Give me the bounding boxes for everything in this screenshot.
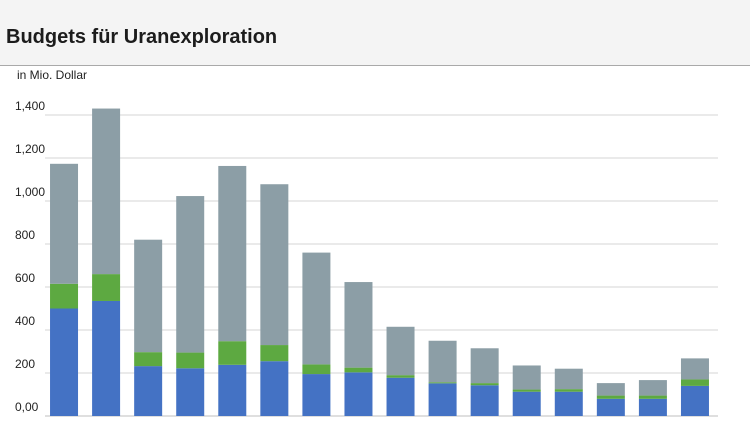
bar-segment-series-2	[596, 395, 625, 399]
bar-segment-series-3	[134, 239, 163, 353]
chart-title: Budgets für Uranexploration	[6, 26, 278, 48]
bar-segment-series-2	[554, 389, 583, 392]
bar-segment-series-1	[260, 361, 289, 416]
bar-segment-series-3	[50, 163, 79, 284]
bar-segment-series-3	[470, 348, 499, 384]
bar-segment-series-2	[428, 382, 457, 384]
bar-segment-series-3	[260, 184, 289, 346]
bar-segment-series-3	[512, 365, 541, 390]
bar-segment-series-2	[260, 345, 289, 362]
y-tick-label: 800	[15, 228, 35, 242]
bar-segment-series-1	[92, 300, 121, 416]
bar-segment-series-2	[470, 383, 499, 386]
y-tick-label: 400	[15, 314, 35, 328]
unit-label: in Mio. Dollar	[17, 68, 88, 82]
bar-segment-series-3	[302, 252, 331, 365]
bar-segment-series-1	[176, 368, 205, 416]
bar-segment-series-1	[428, 383, 457, 416]
bar-segment-series-1	[50, 308, 79, 416]
bar-segment-series-1	[680, 385, 709, 416]
bar-segment-series-2	[92, 274, 121, 301]
bar-segment-series-3	[428, 340, 457, 383]
bar-segment-series-3	[386, 326, 415, 376]
bar-series	[50, 108, 709, 416]
bar-segment-series-1	[386, 377, 415, 416]
bar-segment-series-2	[302, 364, 331, 375]
bar-segment-series-1	[554, 391, 583, 416]
bar-segment-series-2	[218, 341, 247, 365]
bar-segment-series-2	[638, 395, 667, 399]
bar-segment-series-3	[344, 282, 373, 368]
bar-segment-series-1	[344, 372, 373, 416]
bar-segment-series-3	[92, 108, 121, 275]
y-tick-label: 0,00	[15, 400, 39, 414]
y-tick-label: 1,400	[15, 99, 45, 113]
bar-segment-series-3	[680, 358, 709, 380]
bar-segment-series-3	[638, 380, 667, 396]
bar-segment-series-1	[638, 398, 667, 416]
bar-segment-series-2	[50, 283, 79, 309]
bar-segment-series-3	[176, 196, 205, 353]
bar-segment-series-2	[680, 379, 709, 386]
bar-segment-series-3	[596, 383, 625, 396]
bar-segment-series-3	[554, 368, 583, 390]
bar-segment-series-2	[176, 352, 205, 369]
y-tick-label: 600	[15, 271, 35, 285]
y-tick-label: 1,000	[15, 185, 45, 199]
bar-segment-series-2	[512, 389, 541, 392]
header-band	[0, 0, 750, 66]
bar-segment-series-3	[218, 165, 247, 342]
bar-segment-series-2	[344, 367, 373, 373]
bar-segment-series-2	[134, 352, 163, 367]
bar-segment-series-1	[512, 391, 541, 416]
bar-segment-series-2	[386, 375, 415, 378]
y-tick-label: 200	[15, 357, 35, 371]
bar-segment-series-1	[302, 374, 331, 416]
bar-segment-series-1	[470, 385, 499, 416]
bar-segment-series-1	[218, 364, 247, 416]
bar-segment-series-1	[134, 366, 163, 416]
bar-segment-series-1	[596, 398, 625, 416]
y-tick-label: 1,200	[15, 142, 45, 156]
